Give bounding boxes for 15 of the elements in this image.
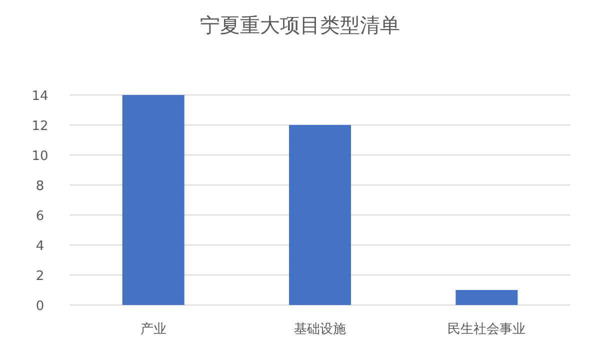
y-tick-label: 10: [32, 149, 48, 164]
y-tick-label: 4: [36, 239, 44, 254]
x-tick-label: 基础设施: [294, 322, 346, 337]
y-tick-label: 12: [32, 119, 48, 134]
y-tick-label: 2: [36, 269, 44, 284]
y-tick-label: 8: [36, 179, 44, 194]
x-tick-label: 产业: [140, 322, 166, 337]
bar: [122, 95, 184, 305]
chart-title: 宁夏重大项目类型清单: [200, 13, 400, 37]
x-tick-label: 民生社会事业: [448, 322, 526, 337]
bar: [289, 125, 351, 305]
y-tick-label: 14: [32, 89, 48, 104]
bar: [456, 290, 518, 305]
y-tick-label: 0: [36, 299, 44, 314]
y-tick-label: 6: [36, 209, 44, 224]
